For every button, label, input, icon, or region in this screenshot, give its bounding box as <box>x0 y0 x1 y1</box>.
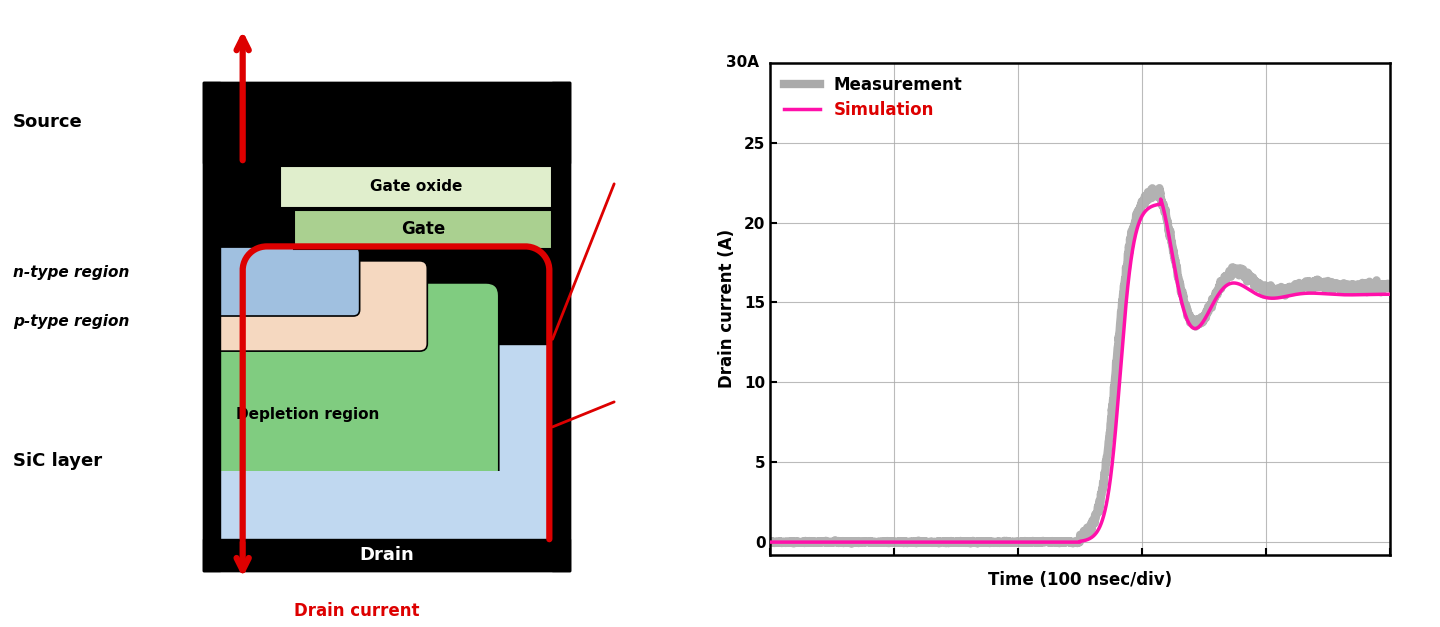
X-axis label: Time (100 nsec/div): Time (100 nsec/div) <box>988 571 1172 589</box>
Text: SiC layer: SiC layer <box>13 452 102 470</box>
Polygon shape <box>203 539 570 571</box>
Polygon shape <box>220 344 553 539</box>
Text: Gate: Gate <box>400 221 445 238</box>
Polygon shape <box>220 471 553 539</box>
FancyBboxPatch shape <box>213 261 428 351</box>
Polygon shape <box>203 82 220 571</box>
Polygon shape <box>203 82 570 571</box>
FancyBboxPatch shape <box>215 247 360 316</box>
Polygon shape <box>281 166 553 208</box>
Text: p-type region: p-type region <box>13 314 130 329</box>
Text: Drain current: Drain current <box>294 603 420 620</box>
Text: 30A: 30A <box>726 55 759 70</box>
Text: Depletion region: Depletion region <box>236 407 380 422</box>
Legend: Measurement, Simulation: Measurement, Simulation <box>779 71 968 124</box>
Text: Gate oxide: Gate oxide <box>370 179 462 194</box>
Text: n-type region: n-type region <box>13 265 130 280</box>
FancyBboxPatch shape <box>207 283 498 483</box>
Y-axis label: Drain current (A): Drain current (A) <box>717 229 736 388</box>
Text: Source: Source <box>13 113 82 131</box>
Polygon shape <box>203 82 570 163</box>
Polygon shape <box>553 82 570 571</box>
Polygon shape <box>294 210 553 249</box>
Text: Drain: Drain <box>359 546 413 564</box>
FancyBboxPatch shape <box>573 1 1440 626</box>
